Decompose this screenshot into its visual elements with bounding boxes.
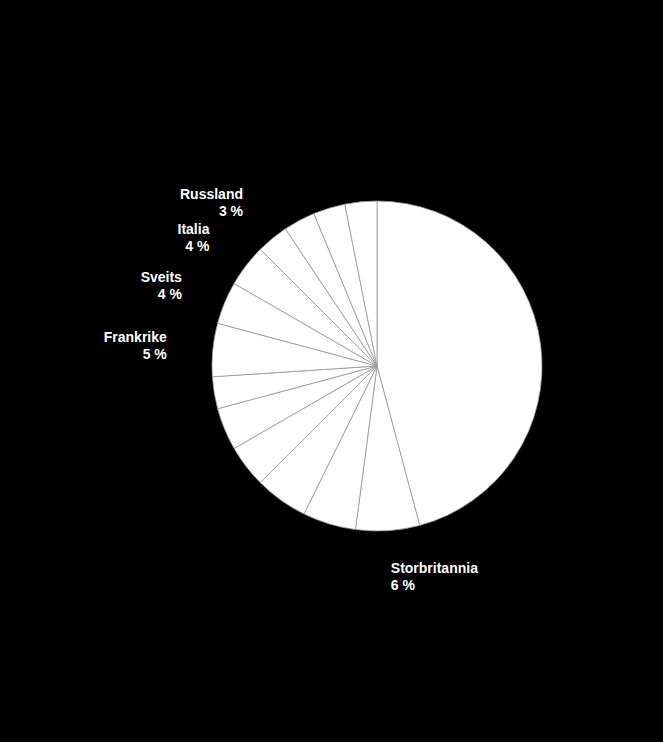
slice-category: Sveits (141, 269, 182, 285)
slice-category: Russland (180, 186, 243, 202)
slice-value: 3 % (219, 203, 244, 219)
chart-svg: Storbritannia6 %Frankrike5 %Sveits4 %Ita… (0, 0, 663, 742)
slice-label: Sveits4 % (141, 269, 183, 302)
slice-value: 4 % (185, 238, 210, 254)
pie-slice (345, 201, 377, 366)
slice-label: Frankrike5 % (104, 329, 168, 362)
slice-label: Storbritannia6 % (391, 560, 478, 593)
background (0, 0, 663, 742)
slices (212, 201, 542, 531)
slice-value: 5 % (143, 346, 168, 362)
labels: Storbritannia6 %Frankrike5 %Sveits4 %Ita… (104, 186, 478, 593)
slice-category: Italia (178, 221, 210, 237)
slice-value: 4 % (158, 286, 183, 302)
chart-container: Storbritannia6 %Frankrike5 %Sveits4 %Ita… (0, 0, 663, 742)
slice-category: Frankrike (104, 329, 167, 345)
slice-label: Italia4 % (178, 221, 210, 254)
slice-label: Russland3 % (180, 186, 244, 219)
slice-category: Storbritannia (391, 560, 478, 576)
slice-value: 6 % (391, 577, 416, 593)
